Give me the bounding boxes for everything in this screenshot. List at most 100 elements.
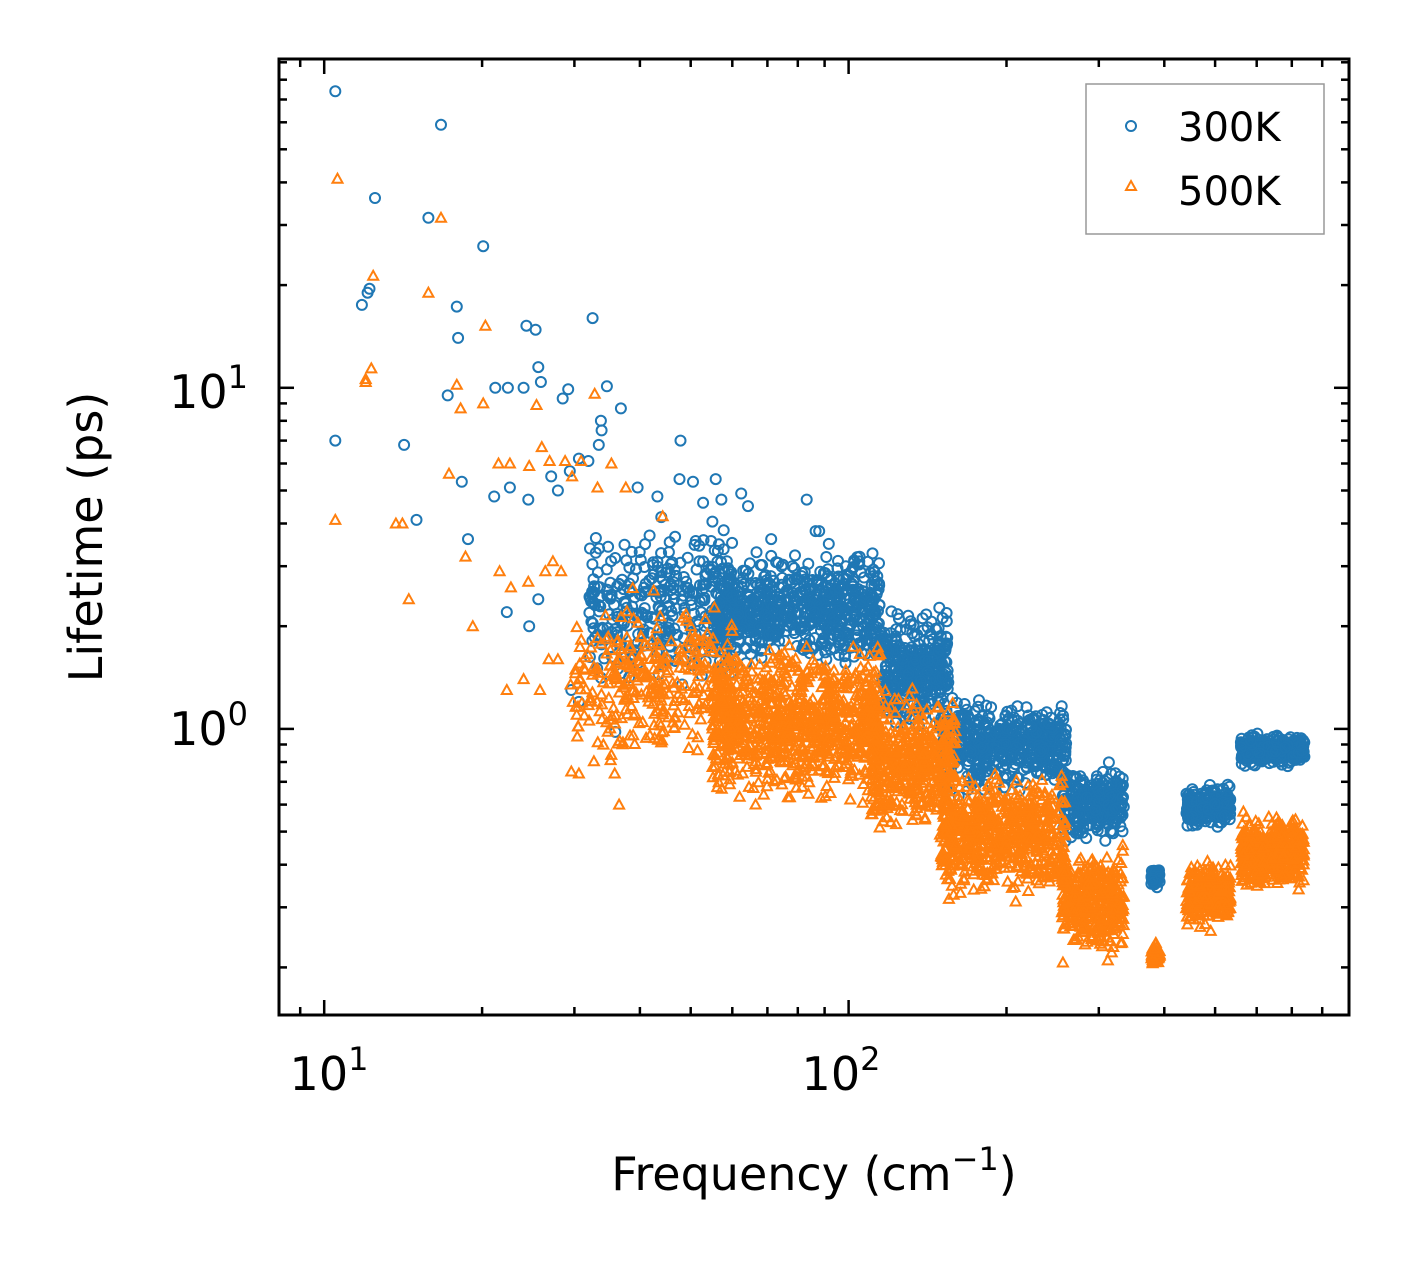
data-point-300k [763, 613, 776, 626]
data-point-300k [605, 555, 618, 568]
data-point-300k [529, 323, 542, 336]
data-point-300k [455, 475, 468, 488]
data-point-300k [749, 634, 762, 647]
data-point-300k [618, 538, 631, 551]
data-point-300k [369, 192, 381, 204]
data-point-300k [669, 530, 682, 543]
data-point-500k [606, 700, 621, 713]
data-point-300k [422, 211, 435, 224]
data-point-300k [870, 587, 883, 600]
data-point-300k [765, 549, 778, 562]
data-point-300k [441, 389, 454, 402]
data-point-300k [523, 620, 536, 633]
data-point-300k [914, 675, 927, 688]
data-point-300k [742, 500, 754, 513]
data-point-300k [850, 609, 863, 622]
data-point-300k [450, 300, 463, 313]
data-point-500k [587, 754, 601, 767]
data-point-500k [782, 638, 796, 651]
data-point-500k [873, 820, 887, 833]
data-point-300k [800, 493, 813, 506]
data-point-500k [591, 735, 605, 748]
data-point-300k [847, 575, 860, 588]
data-point-300k [963, 728, 976, 741]
data-point-300k [742, 589, 755, 601]
data-point-300k [594, 623, 607, 635]
data-point-300k [789, 549, 801, 562]
data-point-300k [624, 583, 637, 596]
data-point-300k [693, 539, 706, 552]
data-point-300k [891, 608, 904, 621]
data-point-300k [889, 652, 902, 665]
data-point-300k [398, 438, 411, 451]
data-point-300k [683, 586, 696, 599]
data-point-300k [935, 658, 948, 671]
data-point-300k [712, 612, 725, 625]
data-point-300k [839, 657, 852, 670]
data-point-300k [659, 592, 672, 604]
data-point-300k [822, 537, 835, 550]
data-point-300k [820, 551, 833, 563]
data-point-300k [839, 560, 852, 573]
data-point-300k [723, 635, 736, 648]
data-point-300k [477, 240, 490, 253]
data-point-300k [731, 590, 744, 603]
data-point-300k [808, 606, 821, 618]
data-point-300k [808, 632, 821, 644]
data-point-300k [759, 588, 772, 601]
data-point-300k [902, 667, 915, 680]
data-point-300k [773, 634, 786, 647]
data-point-300k [355, 298, 368, 311]
data-point-300k [588, 580, 601, 593]
data-point-300k [861, 555, 874, 568]
data-point-300k [635, 589, 648, 602]
data-point-300k [890, 635, 903, 648]
data-point-300k [708, 544, 721, 557]
data-point-300k [662, 546, 675, 559]
data-point-300k [895, 661, 907, 674]
data-point-300k [631, 481, 644, 494]
data-point-300k [501, 381, 514, 394]
data-point-300k [586, 558, 599, 571]
data-point-300k [942, 676, 955, 689]
data-points [328, 85, 1311, 969]
data-point-300k [820, 639, 833, 652]
data-point-300k [833, 627, 846, 640]
data-point-300k [601, 589, 614, 602]
data-point-300k [778, 606, 791, 619]
data-point-300k [623, 561, 636, 574]
data-point-300k [625, 545, 638, 558]
data-point-500k [570, 729, 584, 742]
data-point-300k [958, 698, 971, 710]
data-point-300k [866, 597, 879, 610]
data-point-300k [532, 593, 545, 606]
data-point-300k [724, 572, 737, 585]
data-point-300k [735, 487, 748, 500]
data-point-300k [545, 470, 558, 483]
data-point-300k [933, 601, 946, 614]
data-point-300k [932, 645, 945, 658]
data-point-300k [726, 536, 739, 549]
data-point-300k [500, 606, 513, 619]
data-point-300k [815, 624, 827, 637]
data-point-300k [1012, 772, 1025, 784]
data-point-300k [732, 608, 745, 621]
data-point-300k [643, 529, 656, 542]
data-point-300k [706, 515, 719, 528]
data-point-300k [665, 578, 677, 591]
data-point-300k [1102, 756, 1115, 769]
data-point-300k [586, 617, 599, 630]
data-point-300k [767, 601, 780, 614]
data-point-300k [602, 540, 615, 553]
data-point-300k [522, 493, 535, 506]
data-point-300k [611, 629, 624, 642]
data-point-300k [910, 644, 923, 657]
data-point-300k [861, 618, 874, 631]
data-point-300k [758, 570, 771, 583]
data-point-300k [690, 563, 703, 576]
data-point-300k [517, 381, 530, 394]
data-point-300k [887, 660, 900, 673]
data-point-300k [620, 554, 633, 567]
